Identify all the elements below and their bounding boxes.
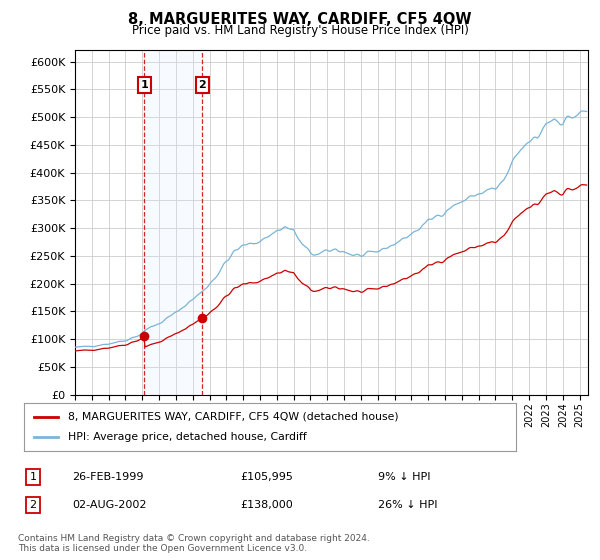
HPI: Average price, detached house, Cardiff: (2.02e+03, 3.1e+05): Average price, detached house, Cardiff: … (422, 219, 429, 226)
HPI: Average price, detached house, Cardiff: (2e+03, 8.55e+04): Average price, detached house, Cardiff: … (71, 344, 79, 351)
8, MARGUERITES WAY, CARDIFF, CF5 4QW (detached house) (579, 181, 586, 188)
HPI: Average price, detached house, Cardiff: (2e+03, 9.68e+04): Average price, detached house, Cardiff: … (122, 338, 129, 344)
Text: HPI: Average price, detached house, Cardiff: HPI: Average price, detached house, Card… (68, 432, 307, 442)
Text: 1: 1 (140, 80, 148, 90)
Text: 26-FEB-1999: 26-FEB-1999 (72, 472, 143, 482)
Text: 8, MARGUERITES WAY, CARDIFF, CF5 4QW: 8, MARGUERITES WAY, CARDIFF, CF5 4QW (128, 12, 472, 27)
Text: 2: 2 (29, 500, 37, 510)
Text: Contains HM Land Registry data © Crown copyright and database right 2024.
This d: Contains HM Land Registry data © Crown c… (18, 534, 370, 553)
Line: HPI: Average price, detached house, Cardiff: HPI: Average price, detached house, Card… (75, 111, 587, 347)
8, MARGUERITES WAY, CARDIFF, CF5 4QW (detached house) (122, 342, 129, 349)
HPI: Average price, detached house, Cardiff: (2e+03, 1.53e+05): Average price, detached house, Cardiff: … (176, 306, 184, 313)
Text: £138,000: £138,000 (240, 500, 293, 510)
HPI: Average price, detached house, Cardiff: (2.03e+03, 5.1e+05): Average price, detached house, Cardiff: … (583, 108, 590, 115)
Text: 9% ↓ HPI: 9% ↓ HPI (378, 472, 431, 482)
8, MARGUERITES WAY, CARDIFF, CF5 4QW (detached house) (422, 264, 429, 270)
8, MARGUERITES WAY, CARDIFF, CF5 4QW (detached house) (450, 251, 457, 258)
8, MARGUERITES WAY, CARDIFF, CF5 4QW (detached house) (583, 181, 590, 188)
HPI: Average price, detached house, Cardiff: (2.02e+03, 3.41e+05): Average price, detached house, Cardiff: … (450, 202, 457, 209)
Text: 2: 2 (199, 80, 206, 90)
Line: 8, MARGUERITES WAY, CARDIFF, CF5 4QW (detached house): 8, MARGUERITES WAY, CARDIFF, CF5 4QW (de… (75, 185, 587, 351)
Text: 02-AUG-2002: 02-AUG-2002 (72, 500, 146, 510)
HPI: Average price, detached house, Cardiff: (2.03e+03, 5.11e+05): Average price, detached house, Cardiff: … (579, 108, 586, 114)
HPI: Average price, detached house, Cardiff: (2.01e+03, 2.52e+05): Average price, detached house, Cardiff: … (347, 251, 355, 258)
Text: 26% ↓ HPI: 26% ↓ HPI (378, 500, 437, 510)
8, MARGUERITES WAY, CARDIFF, CF5 4QW (detached house) (71, 348, 79, 354)
HPI: Average price, detached house, Cardiff: (2e+03, 1.3e+05): Average price, detached house, Cardiff: … (158, 319, 166, 326)
Bar (144, 50, 202, 395)
Text: £105,995: £105,995 (240, 472, 293, 482)
8, MARGUERITES WAY, CARDIFF, CF5 4QW (detached house) (176, 328, 184, 335)
8, MARGUERITES WAY, CARDIFF, CF5 4QW (detached house) (347, 288, 355, 295)
Text: 1: 1 (29, 472, 37, 482)
Text: Price paid vs. HM Land Registry's House Price Index (HPI): Price paid vs. HM Land Registry's House … (131, 24, 469, 36)
Text: 8, MARGUERITES WAY, CARDIFF, CF5 4QW (detached house): 8, MARGUERITES WAY, CARDIFF, CF5 4QW (de… (68, 412, 399, 422)
8, MARGUERITES WAY, CARDIFF, CF5 4QW (detached house) (158, 338, 166, 344)
